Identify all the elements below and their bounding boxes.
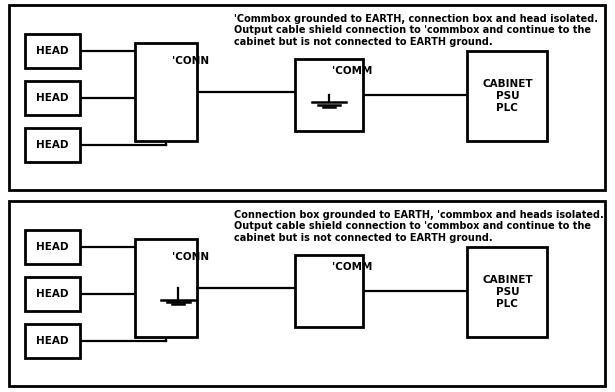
Text: HEAD: HEAD [36,242,68,252]
Text: 'COMM: 'COMM [332,262,373,272]
Bar [25,82,80,115]
Bar [295,59,363,131]
Bar [467,51,547,141]
Text: 'CONN: 'CONN [172,56,209,66]
Text: Connection box grounded to EARTH, 'commbox and heads isolated.
Output cable shie: Connection box grounded to EARTH, 'commb… [234,210,603,243]
Text: CABINET
PSU
PLC: CABINET PSU PLC [482,80,533,113]
Text: HEAD: HEAD [36,289,68,299]
Bar [25,278,80,310]
Bar [135,43,197,141]
Text: HEAD: HEAD [36,93,68,103]
Bar [25,325,80,358]
Bar [135,239,197,337]
Text: 'CONN: 'CONN [172,252,209,262]
Bar [25,34,80,68]
Text: HEAD: HEAD [36,46,68,56]
Bar [467,247,547,337]
Text: 'COMM: 'COMM [332,66,373,76]
Text: 'Commbox grounded to EARTH, connection box and head isolated.
Output cable shiel: 'Commbox grounded to EARTH, connection b… [234,14,598,47]
Text: HEAD: HEAD [36,140,68,150]
Bar [25,129,80,162]
Bar [295,255,363,327]
Text: HEAD: HEAD [36,336,68,346]
Bar [25,230,80,264]
Text: CABINET
PSU
PLC: CABINET PSU PLC [482,276,533,309]
